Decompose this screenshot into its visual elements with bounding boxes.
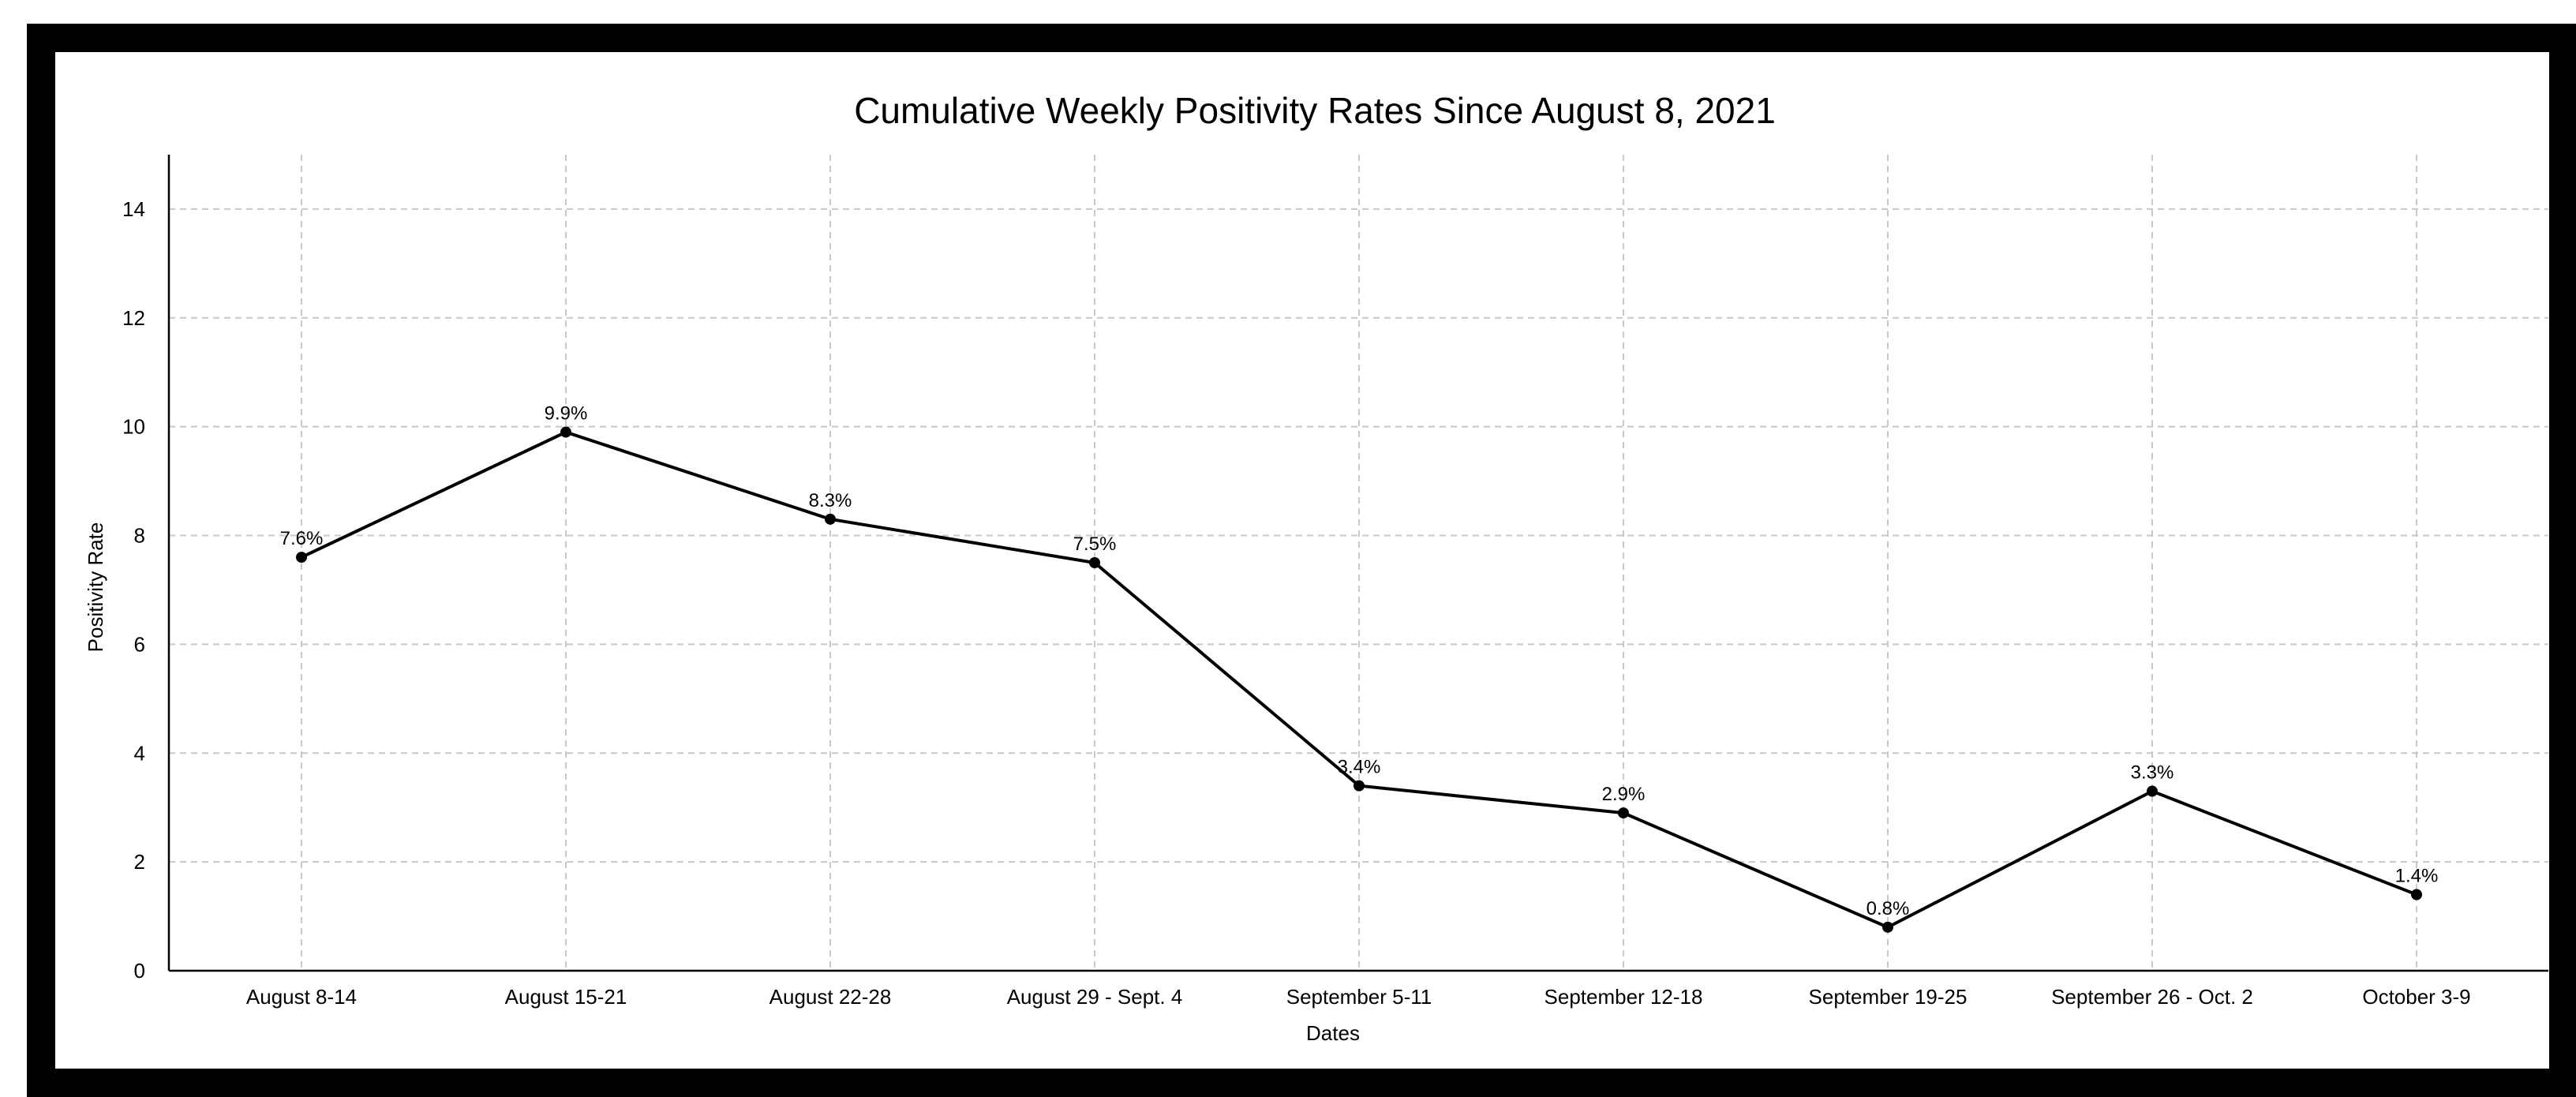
- data-point: [1354, 780, 1365, 792]
- data-point: [1618, 807, 1629, 819]
- y-tick-label: 0: [134, 959, 145, 983]
- y-tick-label: 2: [134, 850, 145, 874]
- x-tick-label: September 19-25: [1809, 985, 1968, 1009]
- tick-labels: 0 2 4 6 8 10 12 14 August 8-14 August 15-21 August…: [122, 197, 2471, 1009]
- y-tick-label: 4: [134, 741, 145, 765]
- x-tick-label: August 8-14: [246, 985, 357, 1009]
- data-label: 8.3%: [809, 490, 852, 511]
- data-point: [560, 426, 571, 438]
- data-point: [2147, 785, 2158, 797]
- x-tick-label: September 26 - Oct. 2: [2051, 985, 2253, 1009]
- data-labels: 7.6% 9.9% 8.3% 7.5% 3.4% 2.9% 0.8% 3.3% 1.4%: [280, 403, 2439, 919]
- x-tick-label: August 29 - Sept. 4: [1007, 985, 1183, 1009]
- y-axis-label: Positivity Rate: [84, 522, 107, 653]
- data-point: [825, 513, 836, 525]
- chart-frame: Cumulative Weekly Positivity Rates Since…: [27, 24, 2576, 1097]
- data-point: [2411, 889, 2422, 900]
- axes-layer: [167, 155, 2548, 972]
- x-tick-label: August 15-21: [505, 985, 627, 1009]
- data-point: [1089, 557, 1100, 568]
- data-label: 7.6%: [280, 528, 324, 549]
- y-tick-label: 14: [122, 197, 145, 221]
- data-point: [296, 552, 307, 563]
- y-tick-label: 6: [134, 632, 145, 656]
- y-tick-label: 12: [122, 306, 145, 330]
- series-layer: [296, 426, 2422, 933]
- x-tick-label: September 5-11: [1286, 985, 1432, 1009]
- y-tick-label: 10: [122, 415, 145, 439]
- data-label: 1.4%: [2395, 865, 2439, 886]
- data-label: 0.8%: [1866, 898, 1910, 919]
- data-label: 7.5%: [1073, 534, 1117, 555]
- data-label: 9.9%: [545, 403, 588, 425]
- chart-title: Cumulative Weekly Positivity Rates Since…: [854, 90, 1776, 131]
- data-point: [1882, 921, 1893, 933]
- x-tick-label: October 3-9: [2362, 985, 2470, 1009]
- y-tick-label: 8: [134, 524, 145, 548]
- data-label: 3.4%: [1338, 757, 1381, 778]
- x-tick-label: September 12-18: [1544, 985, 1703, 1009]
- chart-svg: Cumulative Weekly Positivity Rates Since…: [84, 90, 2548, 1045]
- grid-layer: [169, 155, 2548, 971]
- data-label: 3.3%: [2131, 762, 2174, 784]
- data-label: 2.9%: [1602, 784, 1646, 805]
- x-axis-label: Dates: [1306, 1021, 1360, 1045]
- x-tick-label: August 22-28: [769, 985, 892, 1009]
